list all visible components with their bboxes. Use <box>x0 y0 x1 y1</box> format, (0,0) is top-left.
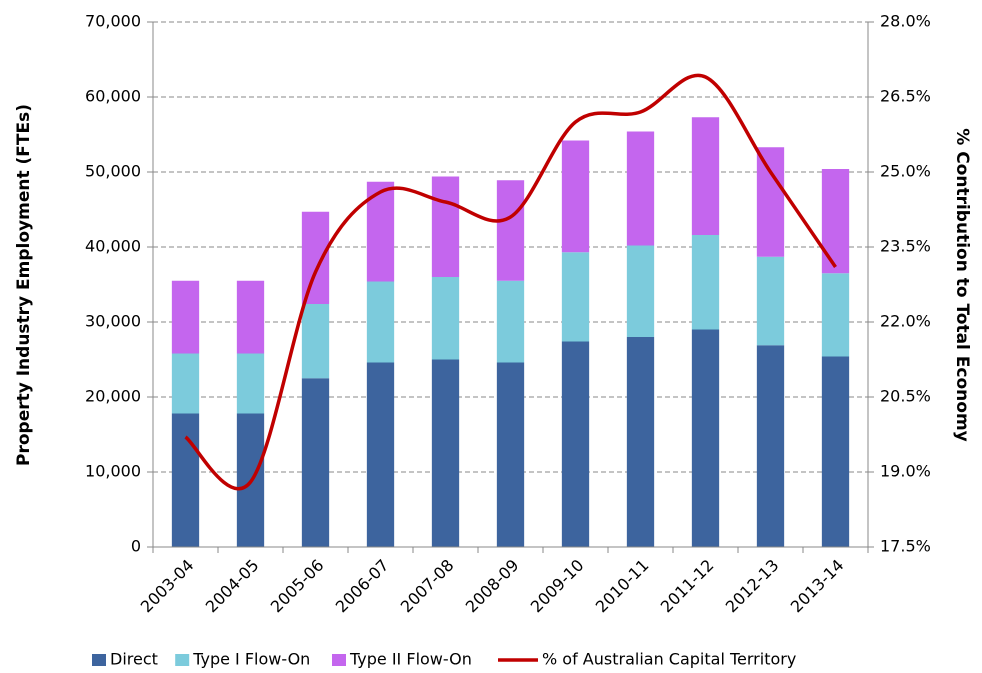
y-tick-label: 70,000 <box>85 12 141 31</box>
bar-segment <box>496 180 525 281</box>
y-tick-label: 40,000 <box>85 237 141 256</box>
bar-segment <box>626 245 655 337</box>
bar-segment <box>171 353 200 414</box>
x-tick-label: 2003-04 <box>137 556 198 617</box>
bar-segment <box>236 353 265 414</box>
bar-segment <box>691 235 720 330</box>
line <box>184 73 837 491</box>
x-tick-label: 2007-08 <box>397 556 458 617</box>
y-tick-label: 20,000 <box>85 387 141 406</box>
bar-segment <box>561 341 590 547</box>
x-tick-label: 2011-12 <box>657 556 718 617</box>
bar-segment <box>496 362 525 547</box>
x-tick-label: 2013-14 <box>787 556 848 617</box>
bar-segment <box>821 169 850 274</box>
y-tick-label: 0 <box>131 537 141 556</box>
bar-segment <box>236 280 265 354</box>
y2-tick-label: 28.0% <box>880 12 931 31</box>
legend-swatch <box>332 654 346 666</box>
bar-segment <box>561 252 590 342</box>
bar-segment <box>496 280 525 363</box>
bar-segment <box>691 329 720 547</box>
bar-segment <box>301 211 330 304</box>
x-tick-label: 2012-13 <box>722 556 783 617</box>
y-tick-label: 30,000 <box>85 312 141 331</box>
y-tick-label: 60,000 <box>85 87 141 106</box>
y2-tick-label: 19.0% <box>880 462 931 481</box>
bar-segment <box>431 359 460 547</box>
x-tick-label: 2008-09 <box>462 556 523 617</box>
bar-segment <box>756 256 785 346</box>
legend-label: % of Australian Capital Territory <box>542 650 796 669</box>
x-tick-label: 2010-11 <box>592 556 653 617</box>
y-tick-label: 50,000 <box>85 162 141 181</box>
y2-tick-label: 23.5% <box>880 237 931 256</box>
bar-segment <box>366 362 395 547</box>
bar-segment <box>821 356 850 547</box>
bar-segment <box>301 378 330 547</box>
bar-segment <box>171 413 200 547</box>
legend-swatch <box>92 654 106 666</box>
bar-segment <box>756 345 785 547</box>
x-tick-label: 2005-06 <box>267 556 328 617</box>
bar-segment <box>431 176 460 277</box>
y2-tick-label: 25.0% <box>880 162 931 181</box>
y-tick-label: 10,000 <box>85 462 141 481</box>
x-tick-label: 2006-07 <box>332 556 393 617</box>
y-axis-title: Property Industry Employment (FTEs) <box>14 104 34 466</box>
bar-segment <box>561 140 590 253</box>
bar-segment <box>756 147 785 257</box>
y2-tick-label: 20.5% <box>880 387 931 406</box>
legend-label: Direct <box>110 650 158 669</box>
bar-segment <box>821 273 850 357</box>
y2-tick-label: 22.0% <box>880 312 931 331</box>
bar-segment <box>171 280 200 354</box>
legend-label: Type II Flow-On <box>349 650 472 669</box>
bar-segment <box>301 304 330 379</box>
legend-label: Type I Flow-On <box>192 650 310 669</box>
bar-segment <box>431 277 460 360</box>
y2-tick-label: 26.5% <box>880 87 931 106</box>
bar-segment <box>366 281 395 363</box>
x-tick-label: 2004-05 <box>202 556 263 617</box>
bar-segment <box>691 117 720 235</box>
y2-tick-label: 17.5% <box>880 537 931 556</box>
bar-segment <box>626 337 655 547</box>
bar-segment <box>626 131 655 246</box>
y2-axis-title: % Contribution to Total Economy <box>952 128 972 442</box>
x-tick-label: 2009-10 <box>527 556 588 617</box>
legend-swatch <box>175 654 190 666</box>
